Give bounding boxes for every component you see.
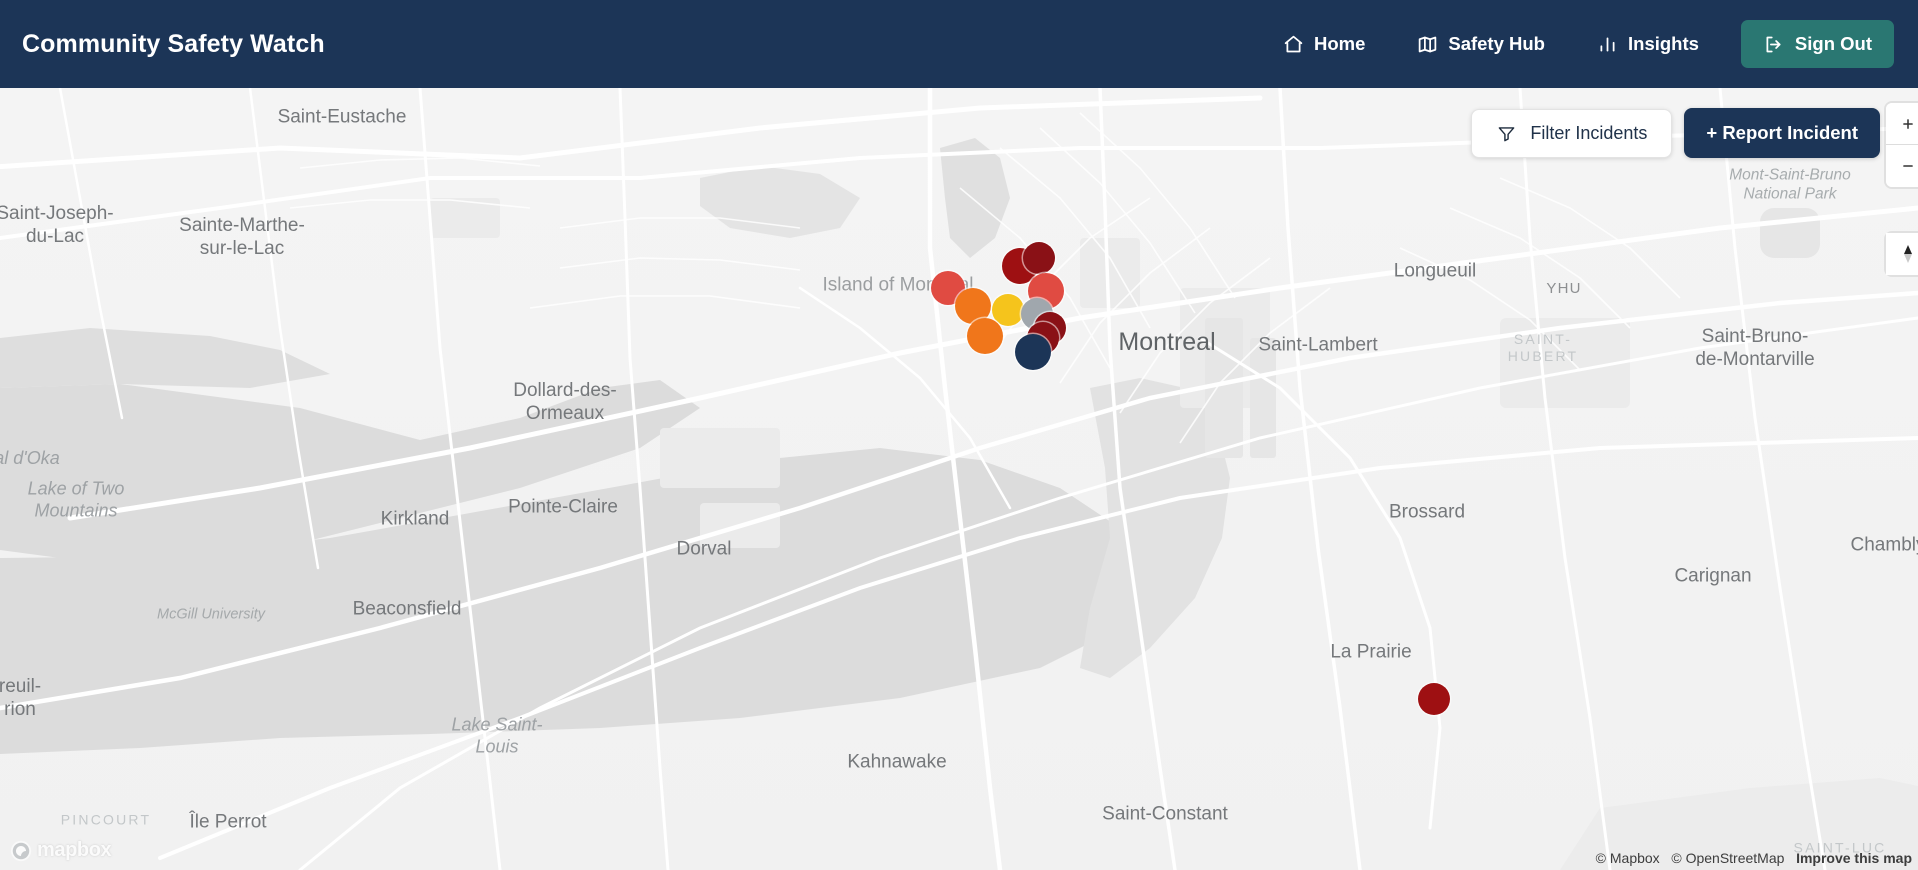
- map-icon: [1417, 34, 1438, 55]
- logout-icon: [1763, 34, 1784, 55]
- page-title: Community Safety Watch: [22, 29, 325, 58]
- compass-icon[interactable]: [1886, 233, 1918, 275]
- nav-label-home: Home: [1313, 33, 1366, 54]
- incident-marker[interactable]: [992, 294, 1024, 326]
- mapbox-mark-icon: [10, 840, 32, 861]
- incident-marker[interactable]: [1023, 242, 1055, 274]
- incident-marker[interactable]: [1015, 334, 1051, 370]
- main-navigation: Home Safety Hub Insights: [1257, 20, 1894, 68]
- funnel-icon: [1496, 123, 1517, 144]
- attr-mapbox[interactable]: © Mapbox: [1595, 850, 1660, 866]
- mapbox-logo[interactable]: mapbox: [10, 839, 112, 862]
- attr-openstreetmap[interactable]: © OpenStreetMap: [1671, 850, 1785, 866]
- sign-out-button[interactable]: Sign Out: [1740, 20, 1894, 68]
- incident-map[interactable]: Saint-Eustache Saint-Joseph- du-Lac Sainte…: [0, 88, 1918, 870]
- filter-incidents-label: Filter Incidents: [1530, 122, 1648, 143]
- map-compass-control[interactable]: [1886, 233, 1918, 275]
- zoom-out-button[interactable]: [1886, 145, 1918, 187]
- nav-label-insights: Insights: [1628, 33, 1699, 54]
- mapbox-wordmark: mapbox: [37, 839, 112, 861]
- map-zoom-controls: [1886, 103, 1918, 187]
- nav-label-safety-hub: Safety Hub: [1448, 33, 1545, 54]
- nav-item-home[interactable]: Home: [1257, 23, 1391, 65]
- attr-improve-this-map[interactable]: Improve this map: [1796, 850, 1912, 866]
- filter-incidents-button[interactable]: Filter Incidents: [1471, 108, 1673, 158]
- map-attribution: © Mapbox © OpenStreetMap Improve this ma…: [1596, 850, 1912, 866]
- map-action-bar: Filter Incidents + Report Incident: [1471, 108, 1880, 158]
- zoom-in-button[interactable]: [1886, 103, 1918, 145]
- incident-marker[interactable]: [967, 318, 1003, 354]
- report-incident-button[interactable]: + Report Incident: [1684, 108, 1880, 158]
- incident-marker[interactable]: [1418, 683, 1450, 715]
- nav-item-safety-hub[interactable]: Safety Hub: [1391, 23, 1571, 65]
- sign-out-label: Sign Out: [1794, 33, 1872, 54]
- bar-chart-icon: [1597, 34, 1618, 55]
- nav-item-insights[interactable]: Insights: [1571, 23, 1725, 65]
- app-header: Community Safety Watch Home Safety Hub: [0, 0, 1918, 88]
- map-basemap: [0, 88, 1918, 870]
- home-icon: [1283, 34, 1304, 55]
